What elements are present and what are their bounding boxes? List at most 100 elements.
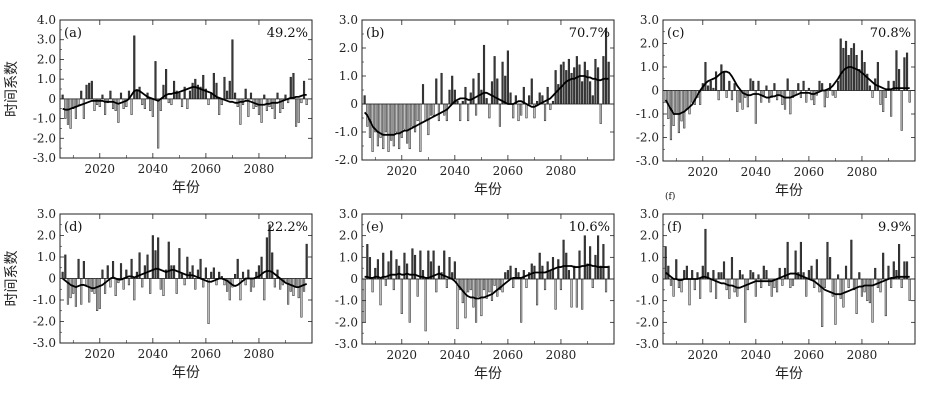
bar [289,76,292,100]
bar [762,265,765,280]
bar [448,257,451,280]
bar [371,278,374,293]
bar [826,241,829,280]
bar [295,98,298,127]
bar [236,258,239,279]
bar [559,278,563,291]
bar [847,278,850,288]
smoothed-series-line [62,267,308,290]
bar [424,278,427,332]
bar [419,250,422,280]
bar [765,270,768,280]
bar [400,278,403,314]
bar [887,265,890,280]
bar [890,278,893,288]
variance-percent: 70.7% [569,26,610,41]
x-tick-label: 2060 [794,348,825,362]
bar [384,103,387,133]
y-tick-label: 3.0 [640,13,659,27]
bar [567,58,570,105]
bar [791,278,795,286]
y-tick-label: 3.0 [640,207,659,221]
bar [437,265,440,280]
bar [252,278,255,288]
bar [119,263,123,279]
bar [93,278,96,294]
bar [154,250,157,279]
bar [493,278,496,286]
smoothed-series-line [363,75,609,136]
bar [175,278,178,294]
bar [366,244,369,280]
y-tick-label: 2.0 [339,229,358,243]
bar [786,78,789,91]
bar [157,237,160,279]
bar [234,273,237,279]
bar [733,83,736,91]
bar [752,80,755,91]
chart-panel-6: -3.0 -2.0 -1.0 0 1.0 2.0 3.0 2020 2040 2060 2080 年份… [636,207,916,382]
bar [802,80,805,91]
smoothed-series-line [665,271,910,296]
panel-label: (d) [64,220,82,235]
bar [287,278,290,305]
bar [858,69,861,91]
bar [485,98,488,105]
bar [276,92,279,100]
bar [178,92,181,100]
bar [691,270,694,280]
bar [114,98,117,111]
bar [202,74,205,100]
bar [234,92,237,100]
bar [538,92,541,105]
bar [578,250,581,280]
bar [586,70,589,105]
bar [884,90,887,98]
bar [88,278,91,303]
bar [300,98,303,104]
bar [591,278,594,288]
bar [106,265,109,279]
bar [768,278,771,286]
bar [231,39,234,100]
bar [104,278,107,294]
y-tick-label: 2.0 [37,52,56,66]
bar [754,90,757,124]
bar [573,67,576,105]
bar [69,98,72,129]
bar [61,271,64,279]
bar [738,90,741,103]
bar [549,103,552,110]
x-tick-label: 2020 [688,165,719,179]
bar [226,90,229,100]
bar [488,103,491,119]
x-tick-label: 2020 [85,347,116,361]
bar [157,98,160,149]
bar [749,78,752,91]
bar [538,252,541,280]
bar [680,90,683,122]
bar [170,265,173,279]
x-tick-label: 2020 [387,348,418,362]
bar [597,67,600,105]
bar [736,90,739,112]
bar [844,265,848,280]
panel-label: (a) [64,26,82,41]
bar [567,270,570,280]
bar [746,90,749,108]
bar [583,61,586,105]
y-tick-label: 3.0 [339,13,358,27]
y-axis-title: 时间系数 [4,251,20,307]
bar [421,84,425,105]
bar [98,278,101,309]
bar [578,64,581,105]
bar [749,270,752,280]
bar [720,64,723,91]
bar [765,85,768,91]
y-tick-label: 1.0 [640,250,659,264]
bar [762,90,765,96]
bar [74,278,77,307]
chart-panel-5: -3.0 -2.0 -1.0 0 1.0 2.0 3.0 2020 2040 2060 2080 年份… [335,207,615,382]
y-tick-label: -3.0 [636,337,659,351]
bar [469,92,472,105]
